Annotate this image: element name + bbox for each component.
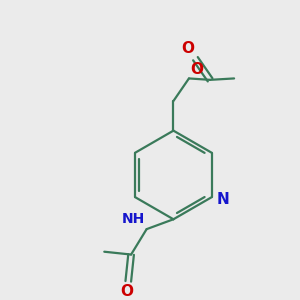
Text: O: O [190,62,203,77]
Text: O: O [181,41,194,56]
Text: NH: NH [122,212,145,226]
Text: O: O [120,284,134,298]
Text: N: N [217,192,230,207]
